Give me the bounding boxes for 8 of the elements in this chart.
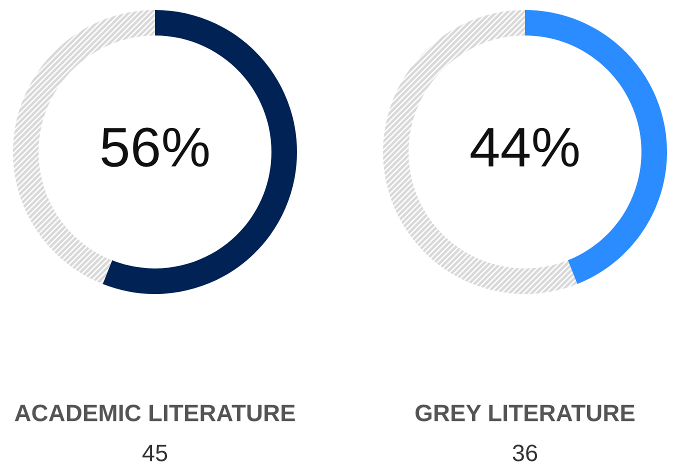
text: GREY LITERATURE <box>416 404 635 422</box>
donut-slice <box>102 10 297 294</box>
text: 44% <box>470 128 579 167</box>
text: ACADEMIC LITERATURE <box>14 404 295 422</box>
text: 56% <box>102 128 209 167</box>
donut-slice <box>383 10 578 294</box>
text: 36 <box>512 444 538 462</box>
text: 45 <box>142 444 168 462</box>
